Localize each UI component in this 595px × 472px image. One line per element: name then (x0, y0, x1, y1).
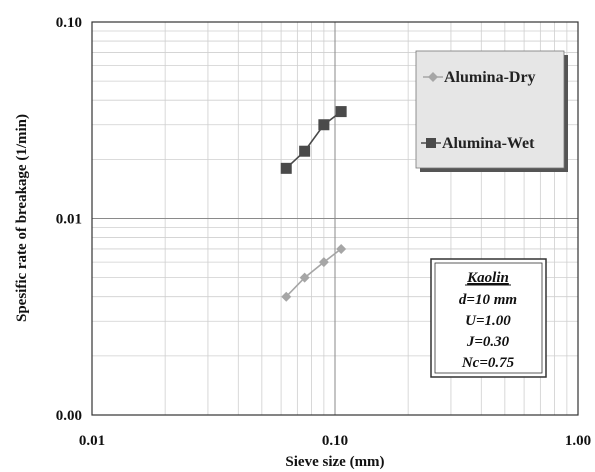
x-tick-label: 0.10 (322, 433, 348, 449)
x-tick-label: 1.00 (565, 433, 591, 449)
annotation-line-j: J=0.30 (466, 334, 510, 350)
data-point-alumina-wet (318, 119, 330, 131)
legend: Alumina-Dry Alumina-Wet (415, 50, 568, 172)
annotation-line-nc: Nc=0.75 (461, 355, 515, 371)
y-tick-label: 0.00 (56, 408, 82, 424)
annotation-line-u: U=1.00 (465, 313, 511, 329)
annotation-box: Kaolin d=10 mm U=1.00 J=0.30 Nc=0.75 (430, 258, 547, 378)
y-tick-labels: 0.00 0.01 0.10 (56, 15, 82, 424)
legend-label-wet: Alumina-Wet (442, 135, 535, 152)
x-tick-labels: 0.01 0.10 1.00 (79, 433, 591, 449)
data-point-alumina-wet (299, 145, 311, 157)
annotation-title: Kaolin (466, 270, 509, 286)
legend-label-dry: Alumina-Dry (444, 69, 536, 86)
data-point-alumina-dry (281, 291, 292, 302)
data-point-alumina-dry (299, 272, 310, 283)
series-line-alumina-dry (285, 248, 342, 298)
plot-frame (91, 21, 579, 416)
x-tick-label: 0.01 (79, 433, 105, 449)
data-point-alumina-dry (336, 243, 347, 254)
y-axis-title: Spesific rate of breakage (1/min) (14, 114, 30, 322)
data-point-alumina-wet (280, 162, 292, 174)
legend-marker-wet (426, 138, 436, 148)
data-point-alumina-dry (318, 257, 329, 268)
x-axis-title: Sieve size (mm) (285, 454, 384, 470)
annotation-line-d: d=10 mm (459, 292, 517, 308)
legend-marker-dry (428, 72, 438, 82)
annotation-frame-outer (430, 258, 547, 378)
annotation-frame-inner (434, 262, 543, 374)
series-line-alumina-wet (285, 110, 342, 169)
data-point-alumina-wet (335, 106, 347, 118)
y-tick-label: 0.10 (56, 15, 82, 31)
legend-box (415, 50, 565, 169)
y-tick-label: 0.01 (56, 212, 82, 228)
series-layer (280, 106, 347, 302)
